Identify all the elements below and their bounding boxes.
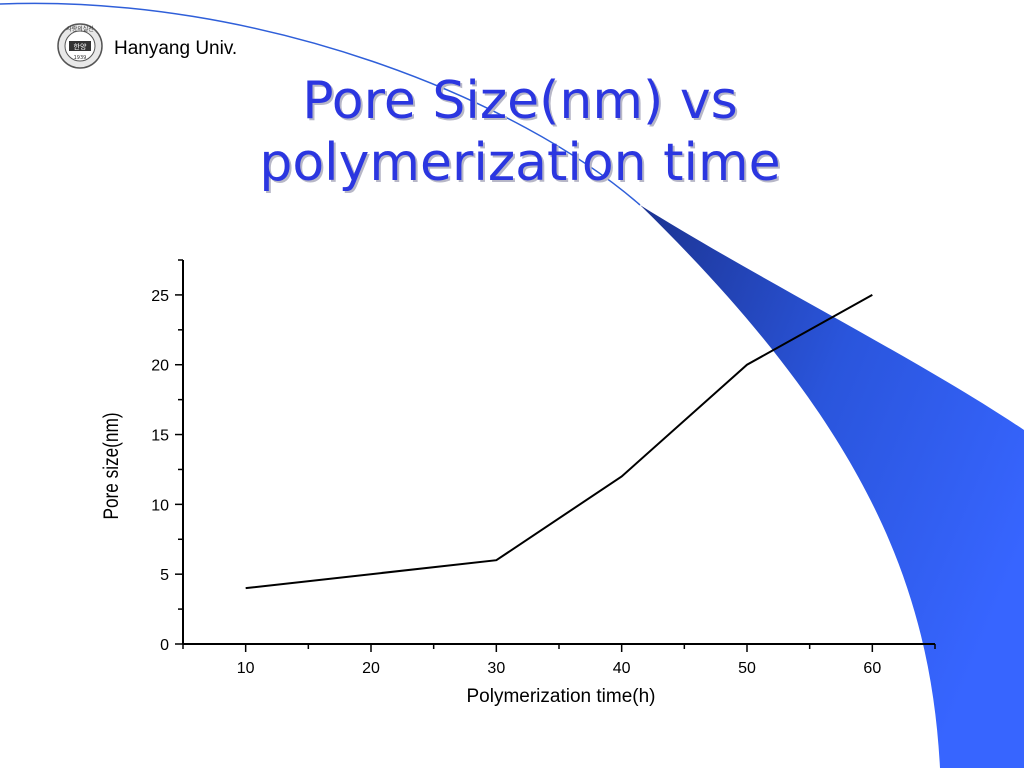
y-tick-label: 5 xyxy=(160,567,169,584)
logo-center-text: 한양 xyxy=(74,43,87,51)
institution-name: Hanyang Univ. xyxy=(114,38,238,59)
y-tick-label: 15 xyxy=(151,428,169,445)
y-tick-label: 20 xyxy=(151,358,169,375)
x-tick-label: 50 xyxy=(738,660,756,677)
y-tick-label: 10 xyxy=(151,497,169,514)
slide-title-line2: polymerization time xyxy=(259,133,781,194)
series-line xyxy=(245,294,873,590)
y-axis-label: Pore size(nm) xyxy=(101,412,124,519)
x-tick-label: 40 xyxy=(613,660,631,677)
header-brand: 사랑의실천 한양 1939 Hanyang Univ. xyxy=(56,22,237,70)
y-tick-label: 25 xyxy=(151,288,169,305)
decorative-arc xyxy=(0,2,641,206)
x-tick-label: 10 xyxy=(237,660,255,677)
university-seal-icon: 사랑의실천 한양 1939 xyxy=(57,23,103,69)
slide-title: Pore Size(nm) vs polymerization time xyxy=(150,70,890,195)
y-tick-label: 0 xyxy=(160,637,169,654)
slide-title-line1: Pore Size(nm) vs xyxy=(302,71,738,131)
logo-year-text: 1939 xyxy=(74,55,87,61)
x-tick-label: 30 xyxy=(487,660,505,677)
decorative-swoosh xyxy=(640,205,1024,768)
x-tick-label: 60 xyxy=(863,660,881,677)
x-axis-label: Polymerization time(h) xyxy=(467,686,656,707)
x-tick-label: 20 xyxy=(362,660,380,677)
logo-ring-text: 사랑의실천 xyxy=(66,25,94,33)
